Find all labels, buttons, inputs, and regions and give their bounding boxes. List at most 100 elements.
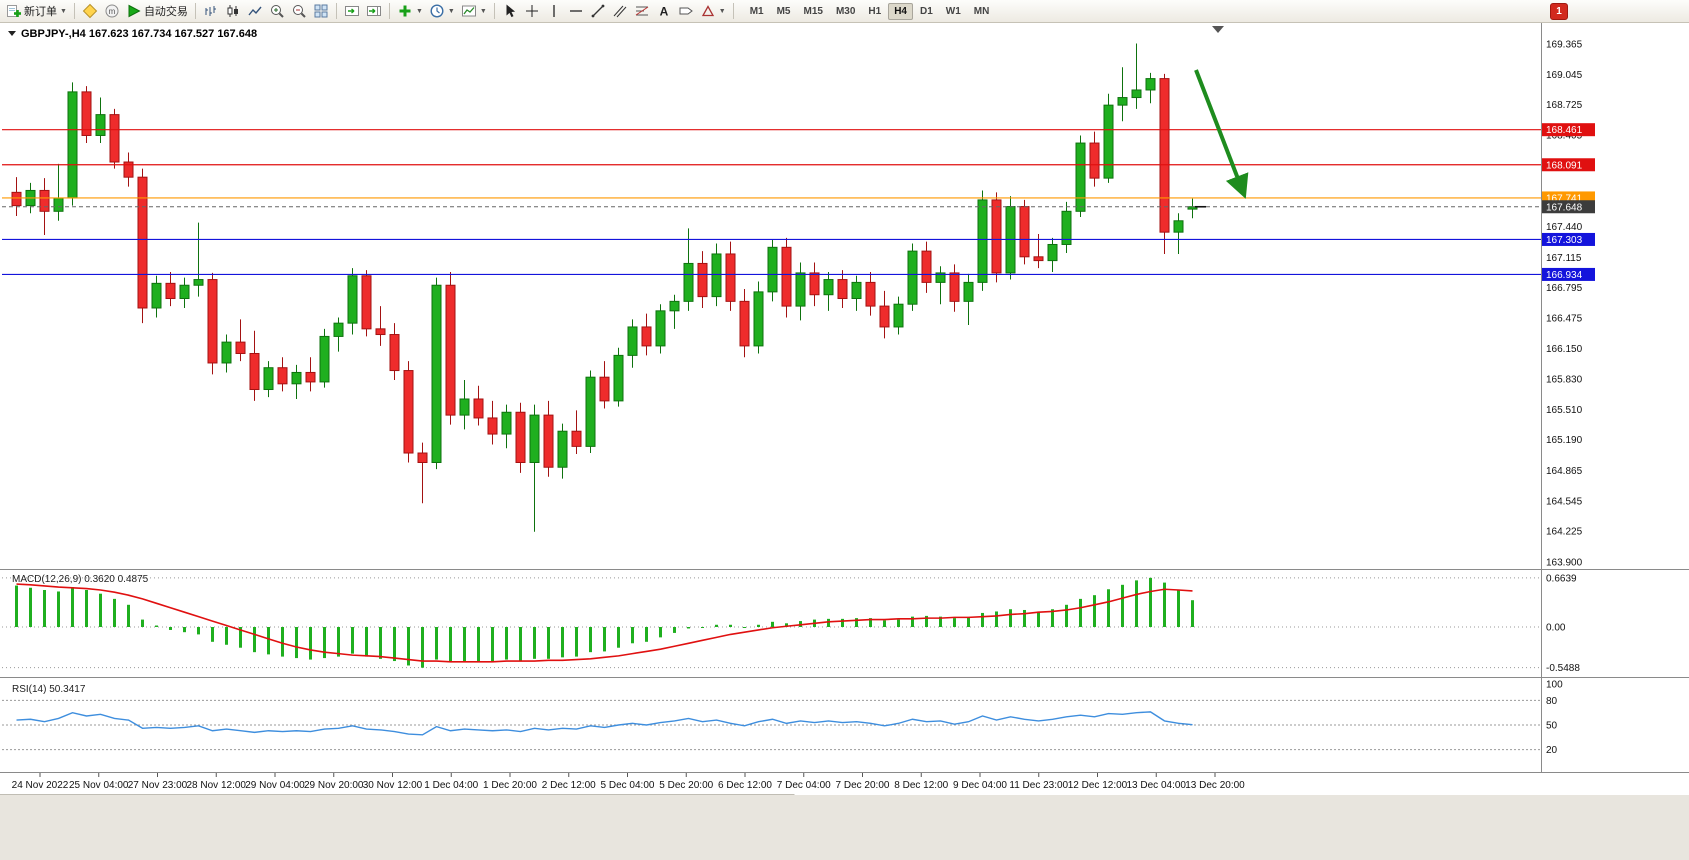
timeframe-button-m15[interactable]: M15 — [803, 5, 823, 17]
indicators-caret-icon: ▼ — [415, 7, 423, 15]
vertical-line-tool-button[interactable] — [543, 1, 565, 21]
toolbar-separator — [493, 3, 495, 19]
macd-bar — [239, 627, 242, 648]
macd-scale-label: 0.00 — [1546, 623, 1566, 634]
text-tool-button[interactable]: A — [653, 1, 675, 21]
market-button[interactable]: m — [101, 1, 123, 21]
bar-chart-icon — [203, 3, 219, 19]
price-axis-label: 166.475 — [1546, 313, 1583, 324]
shapes-tool-button[interactable]: ▼ — [697, 1, 729, 21]
templates-button[interactable]: ▼ — [458, 1, 490, 21]
time-axis-label: 1 Dec 04:00 — [424, 780, 478, 791]
rsi-panel: 100 80 50 20 RSI(14) 50.3417 — [2, 680, 1563, 756]
timeframe-button-d1[interactable]: D1 — [920, 5, 933, 17]
channel-icon — [612, 3, 628, 19]
time-axis-label: 2 Dec 12:00 — [542, 780, 596, 791]
macd-bar — [169, 627, 172, 630]
line-chart-button[interactable] — [244, 1, 266, 21]
time-axis-label: 6 Dec 12:00 — [718, 780, 772, 791]
time-axis[interactable]: 24 Nov 2022 25 Nov 04:00 27 Nov 23:00 28 No… — [12, 773, 1246, 791]
main-toolbar: 新订单 ▼ m 自动交易 — [0, 0, 1689, 23]
periods-caret-icon: ▼ — [447, 7, 455, 15]
channel-tool-button[interactable] — [609, 1, 631, 21]
macd-bar — [757, 624, 760, 627]
macd-bar — [995, 611, 998, 627]
auto-scroll-button[interactable] — [341, 1, 363, 21]
macd-bar — [1093, 595, 1096, 627]
timeframe-button-h4[interactable]: H4 — [888, 2, 913, 20]
new-order-label: 新订单 — [24, 6, 57, 18]
metaeditor-button[interactable] — [79, 1, 101, 21]
price-axis-label: 165.510 — [1546, 405, 1583, 416]
macd-bar — [435, 627, 438, 660]
timeframe-button-m1[interactable]: M1 — [749, 5, 764, 17]
macd-bar — [197, 627, 200, 635]
label-tool-button[interactable] — [675, 1, 697, 21]
zoom-out-button[interactable] — [288, 1, 310, 21]
new-order-button[interactable]: 新订单 ▼ — [3, 1, 70, 21]
macd-bar — [323, 627, 326, 659]
price-badge-168.091 — [1542, 158, 1595, 172]
price-axis-label: 167.115 — [1546, 253, 1582, 264]
trendline-tool-button[interactable] — [587, 1, 609, 21]
timeframe-button-m5[interactable]: M5 — [776, 5, 791, 17]
price-axis-label: 166.795 — [1546, 283, 1583, 294]
trend-arrow[interactable] — [1194, 69, 1249, 199]
macd-bar — [1009, 609, 1012, 627]
macd-bar — [463, 627, 466, 662]
horizontal-line-tool-button[interactable] — [565, 1, 587, 21]
chart-background[interactable] — [0, 23, 1689, 773]
rsi-scale-label: 20 — [1546, 745, 1558, 756]
auto-scroll-icon — [344, 3, 360, 19]
macd-bar — [267, 627, 270, 655]
timeframe-button-w1[interactable]: W1 — [945, 5, 961, 17]
candlestick-chart-button[interactable] — [222, 1, 244, 21]
toolbar-separator — [732, 3, 734, 19]
timeframe-button-h1[interactable]: H1 — [868, 5, 882, 17]
macd-bar — [407, 627, 410, 666]
macd-bar — [603, 627, 606, 652]
chart-shift-marker[interactable] — [1212, 26, 1224, 33]
vertical-line-icon — [546, 3, 562, 19]
chart-window: 169.365169.045168.725168.405167.440167.1… — [0, 23, 1689, 860]
macd-bar — [29, 587, 32, 627]
macd-bar — [99, 593, 102, 627]
price-axis-label: 167.440 — [1546, 222, 1583, 233]
notification-badge[interactable]: 1 — [1550, 2, 1568, 20]
fibonacci-tool-button[interactable] — [631, 1, 653, 21]
price-axis-label: 165.190 — [1546, 435, 1583, 446]
macd-bar — [519, 627, 522, 662]
auto-trading-button[interactable]: 自动交易 — [123, 1, 191, 21]
macd-bar — [1051, 609, 1054, 627]
macd-label: MACD(12,26,9) 0.3620 0.4875 — [12, 574, 149, 585]
time-axis-label: 5 Dec 04:00 — [601, 780, 655, 791]
crosshair-tool-button[interactable] — [521, 1, 543, 21]
macd-bar — [841, 618, 844, 627]
macd-bar — [1037, 611, 1040, 627]
timeframe-button-mn[interactable]: MN — [973, 5, 990, 17]
periods-button[interactable]: ▼ — [426, 1, 458, 21]
cursor-tool-button[interactable] — [499, 1, 521, 21]
chart-canvas[interactable]: 169.365169.045168.725168.405167.440167.1… — [0, 23, 1689, 860]
macd-bar — [505, 627, 508, 660]
macd-bar — [155, 625, 158, 627]
macd-bar — [365, 627, 368, 657]
price-axis-label: 163.900 — [1546, 558, 1583, 569]
macd-bar — [1177, 590, 1180, 627]
timeframe-button-m30[interactable]: M30 — [835, 5, 856, 17]
macd-bar — [869, 618, 872, 627]
one-click-trading-toggle-icon[interactable] — [8, 31, 16, 36]
macd-bar — [491, 627, 494, 662]
timeframe-toolbar: M1 M5 M15 M30 H1 H4 D1 W1 MN — [744, 2, 996, 20]
indicators-button[interactable]: ▼ — [394, 1, 426, 21]
zoom-in-button[interactable] — [266, 1, 288, 21]
bar-chart-button[interactable] — [200, 1, 222, 21]
chart-shift-button[interactable] — [363, 1, 385, 21]
macd-bar — [421, 627, 424, 668]
macd-bar — [911, 616, 914, 627]
tile-windows-button[interactable] — [310, 1, 332, 21]
macd-bar — [575, 627, 578, 657]
macd-bar — [57, 591, 60, 627]
shapes-caret-icon: ▼ — [718, 7, 726, 15]
trendline-icon — [590, 3, 606, 19]
